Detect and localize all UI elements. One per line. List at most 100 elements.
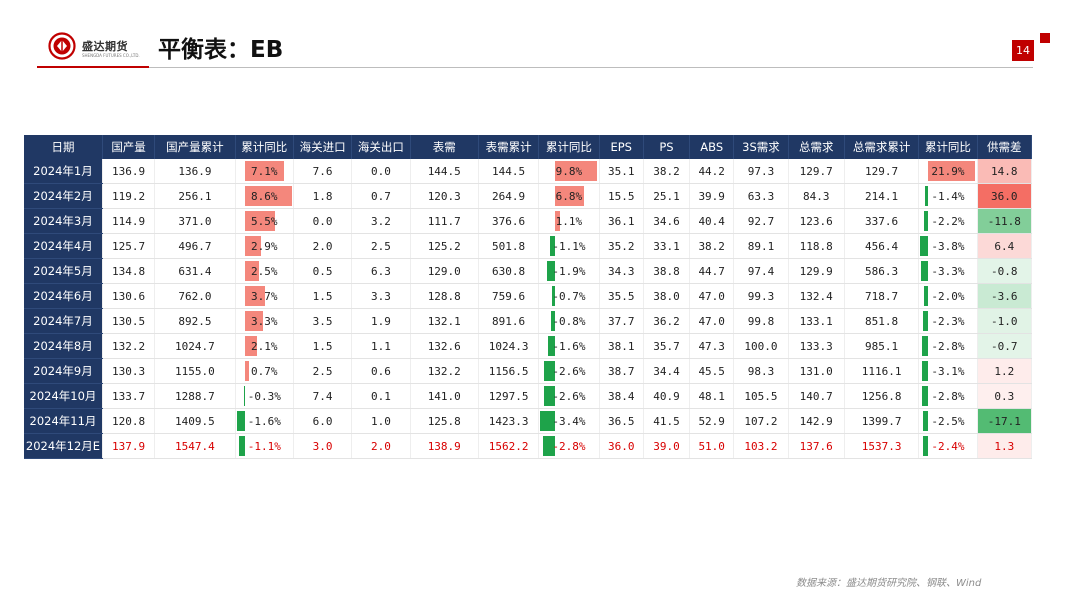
- cell-value: 129.9: [799, 264, 833, 278]
- cell-value: -1.9%: [552, 264, 586, 278]
- cell-value: 47.0: [698, 289, 725, 303]
- yoy-positive-bar: [554, 161, 598, 181]
- cell-imports: 0.5: [293, 258, 353, 284]
- cell-ps: 36.2: [643, 308, 691, 334]
- cell-total-demand-yoy: -3.3%: [918, 258, 978, 284]
- corner-accent: [1040, 33, 1050, 43]
- cell-3s-demand: 97.4: [733, 258, 789, 284]
- cell-apparent-demand-cumulative: 144.5: [478, 159, 540, 184]
- cell-production: 133.7: [102, 383, 156, 409]
- logo-subtext: SHENGDA FUTURES CO.,LTD.: [82, 53, 140, 58]
- cell-value: 137.9: [112, 439, 146, 453]
- cell-total-demand-yoy: -2.8%: [918, 383, 978, 409]
- cell-value: 0.5: [312, 264, 333, 278]
- cell-value: -1.0: [991, 314, 1018, 328]
- cell-apparent-demand-cumulative: 1562.2: [478, 433, 540, 459]
- cell-date: 2024年4月: [24, 233, 103, 259]
- cell-value: -1.6%: [247, 414, 281, 428]
- cell-value: -3.4%: [552, 414, 586, 428]
- cell-production-yoy: 2.9%: [235, 233, 294, 259]
- cell-value: 97.4: [747, 264, 775, 278]
- cell-value: -2.8%: [552, 439, 586, 453]
- cell-abs: 48.1: [689, 383, 735, 409]
- cell-value: 111.7: [427, 214, 461, 228]
- cell-value: 7.1%: [251, 164, 278, 178]
- cell-value: 3.7%: [251, 289, 278, 303]
- cell-production-cumulative: 136.9: [154, 159, 236, 184]
- cell-abs: 44.7: [689, 258, 735, 284]
- cell-supply-demand-gap: -17.1: [977, 408, 1033, 434]
- cell-apparent-demand-cumulative: 891.6: [478, 308, 540, 334]
- cell-abs: 52.9: [689, 408, 735, 434]
- cell-abs: 40.4: [689, 208, 735, 234]
- cell-value: 99.3: [747, 289, 775, 303]
- cell-value: 214.1: [865, 189, 899, 203]
- cell-value: 132.1: [427, 314, 461, 328]
- cell-value: 128.8: [427, 289, 461, 303]
- cell-imports: 1.5: [293, 283, 353, 309]
- cell-total-demand: 118.8: [788, 233, 845, 259]
- cell-value: 133.7: [112, 389, 146, 403]
- cell-value: 129.7: [865, 164, 899, 178]
- cell-production-cumulative: 762.0: [154, 283, 236, 309]
- cell-production-yoy: 7.1%: [235, 159, 294, 184]
- cell-value: 8.6%: [251, 189, 278, 203]
- cell-total-demand: 132.4: [788, 283, 845, 309]
- cell-production-yoy: 2.1%: [235, 333, 294, 359]
- cell-value: 35.2: [607, 239, 635, 253]
- cell-value: 3.2: [370, 214, 391, 228]
- cell-supply-demand-gap: -0.7: [977, 333, 1033, 359]
- yoy-negative-bar: [236, 411, 246, 431]
- cell-imports: 3.5: [293, 308, 353, 334]
- cell-value: 105.5: [744, 389, 778, 403]
- cell-imports: 6.0: [293, 408, 353, 434]
- cell-apparent-demand: 132.1: [410, 308, 479, 334]
- yoy-negative-bar: [925, 186, 929, 206]
- cell-apparent-demand-cumulative: 1156.5: [478, 358, 540, 384]
- cell-value: -2.8%: [931, 389, 965, 403]
- cell-value: 2.5: [370, 239, 391, 253]
- col-header-date: 日期: [24, 135, 103, 159]
- yoy-negative-bar: [922, 336, 929, 356]
- cell-value: -2.6%: [552, 389, 586, 403]
- cell-apparent-demand-cumulative: 630.8: [478, 258, 540, 284]
- yoy-negative-bar: [922, 386, 929, 406]
- cell-total-demand-yoy: -1.4%: [918, 183, 978, 209]
- cell-value: 1.9: [370, 314, 391, 328]
- cell-ps: 39.0: [643, 433, 691, 459]
- cell-value: 132.2: [427, 364, 461, 378]
- cell-value: 38.0: [653, 289, 680, 303]
- cell-value: 38.1: [607, 339, 635, 353]
- cell-value: -11.8: [987, 214, 1021, 228]
- cell-value: 3.3: [370, 289, 391, 303]
- cell-total-demand: 129.7: [788, 159, 845, 184]
- cell-total-demand: 133.3: [788, 333, 845, 359]
- cell-ps: 38.2: [643, 159, 691, 184]
- cell-total-demand-yoy: -2.4%: [918, 433, 978, 459]
- cell-production-yoy: 0.7%: [235, 358, 294, 384]
- cell-3s-demand: 99.3: [733, 283, 789, 309]
- cell-value: 2.5: [312, 364, 333, 378]
- cell-apparent-demand-yoy: -2.6%: [538, 383, 600, 409]
- cell-value: -2.5%: [931, 414, 965, 428]
- cell-value: 92.7: [747, 214, 775, 228]
- cell-value: 1.8: [312, 189, 333, 203]
- cell-3s-demand: 98.3: [733, 358, 789, 384]
- cell-production: 137.9: [102, 433, 156, 459]
- cell-value: 0.7%: [251, 364, 278, 378]
- title-underline-accent: [37, 66, 149, 68]
- cell-value: -2.3%: [931, 314, 965, 328]
- yoy-positive-bar: [245, 286, 266, 306]
- cell-total-demand-cumulative: 586.3: [844, 258, 920, 284]
- col-header-imports: 海关进口: [293, 135, 353, 159]
- cell-total-demand-yoy: 21.9%: [918, 159, 978, 184]
- yoy-negative-bar: [923, 436, 929, 456]
- cell-value: 136.9: [112, 164, 146, 178]
- cell-value: 1024.7: [175, 339, 215, 353]
- cell-production: 132.2: [102, 333, 156, 359]
- cell-value: 851.8: [865, 314, 899, 328]
- cell-value: 38.4: [607, 389, 635, 403]
- cell-value: 6.4: [994, 239, 1015, 253]
- cell-eps: 37.7: [599, 308, 644, 334]
- cell-apparent-demand-yoy: -2.6%: [538, 358, 600, 384]
